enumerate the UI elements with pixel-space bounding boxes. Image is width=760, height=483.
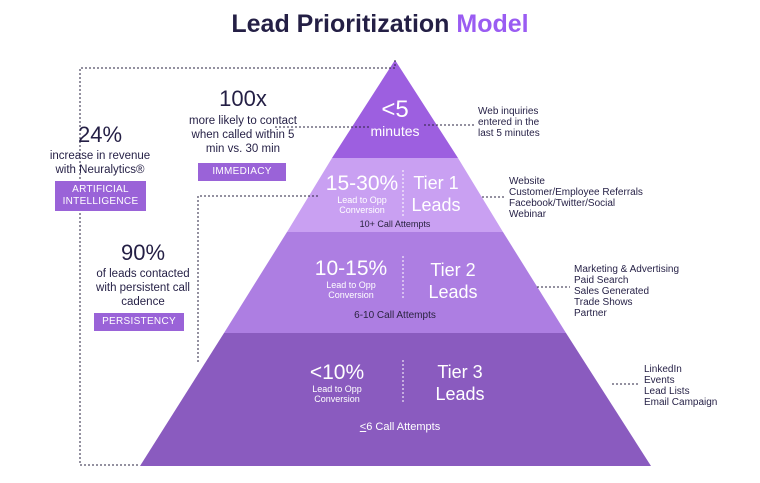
tier3-attempts-prefix: < — [359, 421, 367, 433]
list-item: entered in the — [478, 117, 540, 128]
pyramid-tier1-section — [287, 158, 503, 232]
tier2-label: Tier 2 Leads — [418, 259, 488, 303]
tier3-label-line2: Leads — [435, 384, 485, 404]
tier1-label-line1: Tier 1 — [413, 173, 459, 193]
ai-desc: increase in revenue with Neuralytics® — [40, 149, 160, 177]
ai-stat: 24% increase in revenue with Neuralytics… — [40, 122, 160, 177]
persistency-desc: of leads contacted with persistent call … — [84, 267, 202, 309]
persistency-badge: PERSISTENCY — [94, 313, 184, 331]
list-item: Lead Lists — [644, 386, 690, 397]
tier3-side-list: LinkedIn Events Lead Lists Email Campaig… — [644, 364, 717, 408]
list-item: last 5 minutes — [478, 128, 540, 139]
tier3-attempts: <6 Call Attempts — [320, 421, 480, 433]
persistency-desc-line: of leads contacted — [96, 268, 190, 280]
top-section-content: <5 minutes — [355, 96, 435, 140]
immediacy-desc: more likely to contact when called withi… — [180, 114, 306, 156]
ai-badge-line: INTELLIGENCE — [62, 196, 139, 207]
persistency-desc-line: cadence — [121, 296, 165, 308]
tier2-value: 10-15% — [314, 257, 388, 280]
tier2-conversion: 10-15% Lead to Opp Conversion — [310, 257, 392, 301]
immediacy-number: 100x — [219, 86, 267, 111]
ai-desc-line: with Neuralytics® — [55, 164, 145, 176]
list-item: Customer/Employee Referrals — [509, 187, 643, 198]
tier1-sub-line2: Conversion — [339, 205, 385, 215]
tier2-label-line2: Leads — [428, 282, 478, 302]
tier1-conversion: 15-30% Lead to Opp Conversion — [322, 172, 402, 216]
pyramid-top-section — [332, 60, 458, 158]
ai-number: 24% — [77, 122, 123, 147]
tier2-sub-line1: Lead to Opp — [326, 280, 376, 290]
list-item: Facebook/Twitter/Social — [509, 198, 616, 209]
immediacy-desc-line: min vs. 30 min — [205, 143, 281, 155]
persistency-number: 90% — [120, 240, 166, 265]
list-item: Website — [509, 176, 545, 187]
tier1-value: 15-30% — [325, 172, 399, 195]
top-side-list: Web inquiries entered in the last 5 minu… — [478, 106, 540, 139]
pyramid-tier3-section — [140, 333, 651, 466]
top-unit: minutes — [370, 123, 420, 139]
ai-badge-line: ARTIFICIAL — [72, 184, 129, 195]
page-title: Lead Prioritization Model — [0, 10, 760, 39]
tier1-label: Tier 1 Leads — [403, 172, 469, 216]
list-item: Webinar — [509, 209, 547, 220]
immediacy-stat: 100x more likely to contact when called … — [180, 86, 306, 156]
list-item: Paid Search — [574, 275, 629, 286]
tier2-side-list: Marketing & Advertising Paid Search Sale… — [574, 264, 679, 319]
tier3-conversion: <10% Lead to Opp Conversion — [296, 361, 378, 405]
persistency-desc-line: with persistent call — [96, 282, 190, 294]
list-item: Web inquiries — [478, 106, 539, 117]
title-main: Lead Prioritization — [231, 10, 450, 38]
list-item: Sales Generated — [574, 286, 650, 297]
top-value: <5 — [381, 96, 409, 123]
tier3-label: Tier 3 Leads — [424, 361, 496, 405]
tier2-label-line1: Tier 2 — [430, 260, 476, 280]
tier2-attempts: 6-10 Call Attempts — [354, 310, 436, 321]
list-item: Events — [644, 375, 675, 386]
list-item: Partner — [574, 308, 607, 319]
tier3-sub-line1: Lead to Opp — [312, 384, 362, 394]
tier2-sub-line2: Conversion — [328, 290, 374, 300]
tier3-sub-line2: Conversion — [314, 394, 360, 404]
tier3-value: <10% — [309, 361, 365, 384]
list-item: LinkedIn — [644, 364, 682, 375]
tier1-label-line2: Leads — [411, 195, 461, 215]
tier1-side-list: Website Customer/Employee Referrals Face… — [509, 176, 643, 220]
title-accent: Model — [456, 10, 529, 38]
persistency-connector — [197, 195, 318, 362]
list-item: Trade Shows — [574, 297, 633, 308]
immediacy-desc-line: more likely to contact — [188, 115, 297, 127]
ai-desc-line: increase in revenue — [49, 150, 151, 162]
immediacy-badge: IMMEDIACY — [198, 163, 286, 181]
list-item: Marketing & Advertising — [574, 264, 680, 275]
persistency-stat: 90% of leads contacted with persistent c… — [84, 240, 202, 309]
tier1-attempts: 10+ Call Attempts — [359, 219, 431, 229]
tier3-attempts-text: 6 Call Attempts — [366, 421, 441, 433]
ai-connector — [79, 60, 396, 466]
list-item: Email Campaign — [644, 397, 718, 408]
immediacy-desc-line: when called within 5 — [191, 129, 295, 141]
pyramid-tier2-section — [224, 232, 566, 333]
tier3-label-line1: Tier 3 — [437, 362, 483, 382]
tier1-sub-line1: Lead to Opp — [337, 195, 387, 205]
ai-badge: ARTIFICIAL INTELLIGENCE — [55, 181, 146, 211]
